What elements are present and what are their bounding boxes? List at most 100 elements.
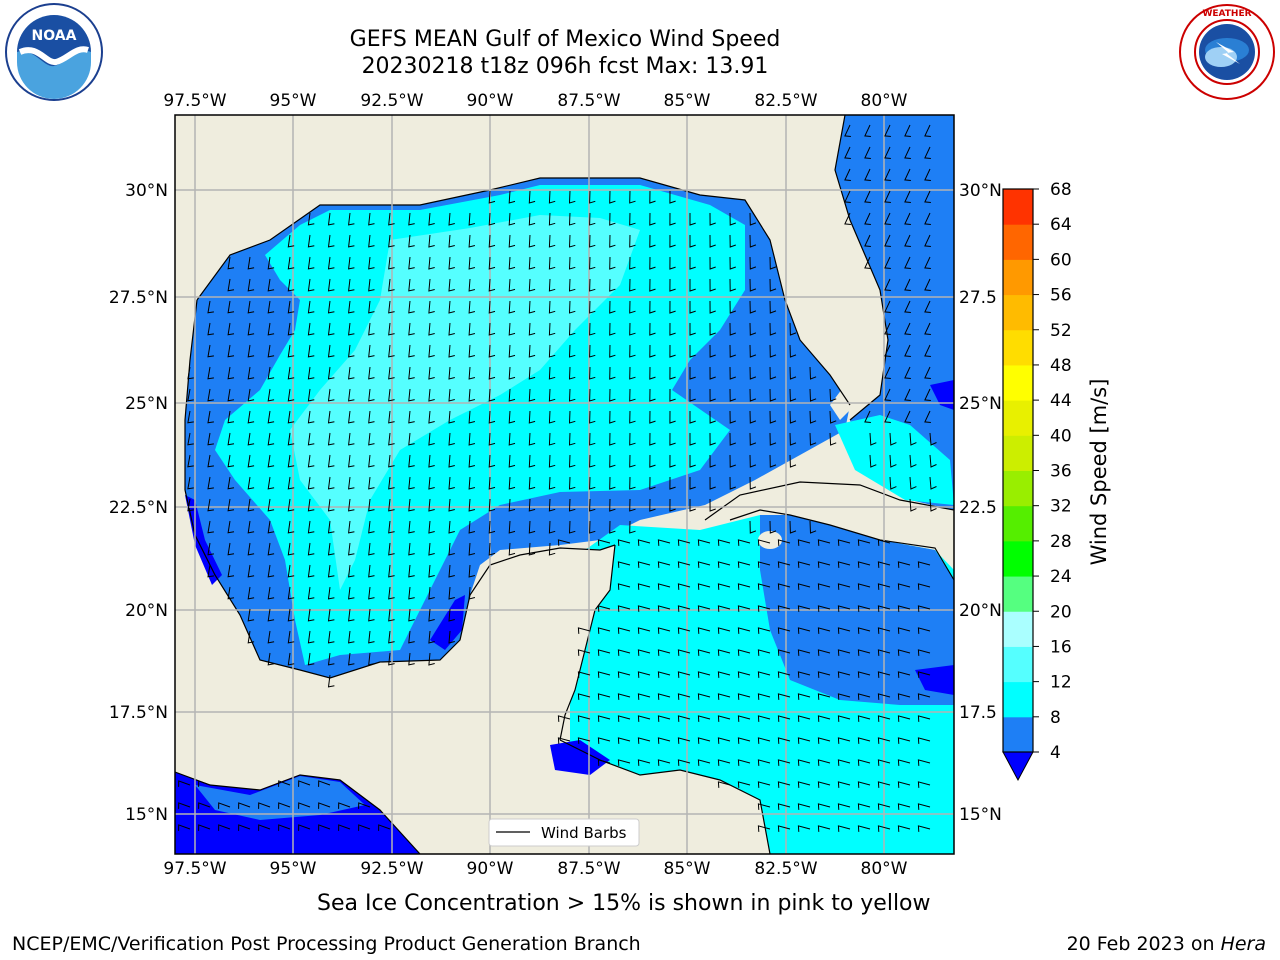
wind-barb — [729, 300, 736, 314]
wind-barb — [924, 322, 931, 335]
wind-barb — [448, 344, 455, 358]
wind-barb — [689, 433, 696, 446]
wind-barb — [797, 649, 811, 656]
wind-barb — [897, 759, 911, 766]
wind-barb — [227, 542, 235, 556]
branch-credit: NCEP/EMC/Verification Post Processing Pr… — [12, 933, 641, 955]
wind-barb — [348, 608, 355, 622]
wind-barb — [844, 146, 851, 159]
wind-barb — [669, 388, 676, 402]
wind-barb — [677, 693, 691, 700]
wind-barb — [649, 278, 656, 292]
wind-barb — [729, 278, 736, 292]
wind-barb — [924, 212, 931, 225]
wind-barb — [428, 212, 435, 226]
lon-label: 92.5°W — [360, 91, 423, 111]
colorbar-segment — [1003, 470, 1033, 507]
wind-barb — [897, 715, 911, 722]
wind-barb — [649, 322, 656, 336]
wind-barb — [267, 278, 275, 292]
wind-barb — [889, 454, 897, 468]
wind-barb — [637, 561, 651, 568]
wind-barb — [749, 234, 757, 248]
wind-barb — [528, 344, 536, 358]
wind-barb — [857, 737, 871, 744]
wind-barb — [737, 605, 751, 612]
wind-barb — [548, 476, 556, 490]
wind-barb — [508, 366, 516, 380]
wind-barb — [697, 715, 711, 722]
wind-barb — [368, 388, 375, 402]
wind-barb — [649, 388, 656, 402]
wind-barb — [468, 586, 476, 600]
wind-barb — [837, 759, 851, 766]
wind-barb — [287, 256, 295, 270]
wind-barb — [729, 366, 736, 380]
wind-barb — [797, 737, 811, 744]
wind-barb — [548, 410, 556, 424]
lat-label: 25°N — [125, 394, 168, 414]
wind-barb — [617, 583, 631, 590]
wind-barb — [637, 759, 651, 766]
wind-barb — [904, 256, 911, 269]
wind-barb — [388, 344, 395, 358]
wind-barb — [924, 278, 931, 291]
wind-barb — [864, 190, 871, 203]
wind-barb — [187, 410, 194, 424]
wind-barb — [428, 564, 435, 578]
wind-barb — [917, 803, 931, 810]
wind-barb — [609, 234, 616, 248]
wind-barb — [428, 498, 435, 512]
wind-barb — [428, 256, 435, 270]
wind-barb — [267, 454, 275, 468]
wind-barb — [408, 498, 415, 512]
wind-barb — [757, 737, 771, 744]
wind-barb — [368, 476, 375, 490]
wind-barb — [258, 802, 271, 809]
wind-barb — [378, 824, 391, 831]
wind-barb — [857, 825, 871, 832]
wind-barb — [428, 234, 435, 248]
wind-barb — [917, 671, 931, 678]
wind-barb — [508, 256, 516, 270]
wind-barb — [629, 344, 636, 358]
wind-barb — [789, 388, 797, 402]
wind-barb — [669, 432, 676, 446]
wind-barb — [548, 212, 556, 226]
wind-barb — [368, 410, 375, 424]
wind-barb — [864, 212, 871, 225]
wind-barb — [797, 825, 811, 832]
wind-barb — [737, 561, 751, 568]
wind-barb — [488, 498, 496, 512]
wind-barb — [629, 256, 636, 270]
wind-barb — [737, 737, 751, 744]
wind-barb — [609, 256, 616, 270]
wind-barb — [198, 824, 211, 831]
wind-barb — [388, 322, 395, 336]
wind-barb — [327, 322, 335, 336]
yucatan-land — [420, 545, 615, 760]
wind-barb — [488, 410, 496, 424]
wind-barb — [448, 278, 455, 292]
wind-barb — [697, 583, 711, 590]
wind-barb — [737, 649, 751, 656]
wind-barb — [218, 802, 231, 809]
wind-barb — [247, 322, 255, 336]
wind-barb — [368, 212, 375, 226]
wind-barb — [198, 802, 211, 809]
wind-barb — [448, 542, 455, 556]
wind-barb — [837, 737, 851, 744]
wind-barb — [448, 432, 455, 446]
wind-barb — [428, 476, 435, 490]
wind-barb — [247, 410, 255, 424]
lon-label: 92.5°W — [360, 859, 423, 879]
wind-barb — [617, 561, 631, 568]
colorbar-segment — [1003, 646, 1033, 683]
wind-barb — [207, 388, 214, 402]
wind-barb — [717, 583, 731, 590]
wind-barb — [797, 539, 811, 546]
wind-barb — [428, 278, 435, 292]
wind-barb — [777, 693, 791, 700]
wind-barb — [609, 476, 616, 490]
caribbean-water-lt4 — [915, 665, 954, 695]
